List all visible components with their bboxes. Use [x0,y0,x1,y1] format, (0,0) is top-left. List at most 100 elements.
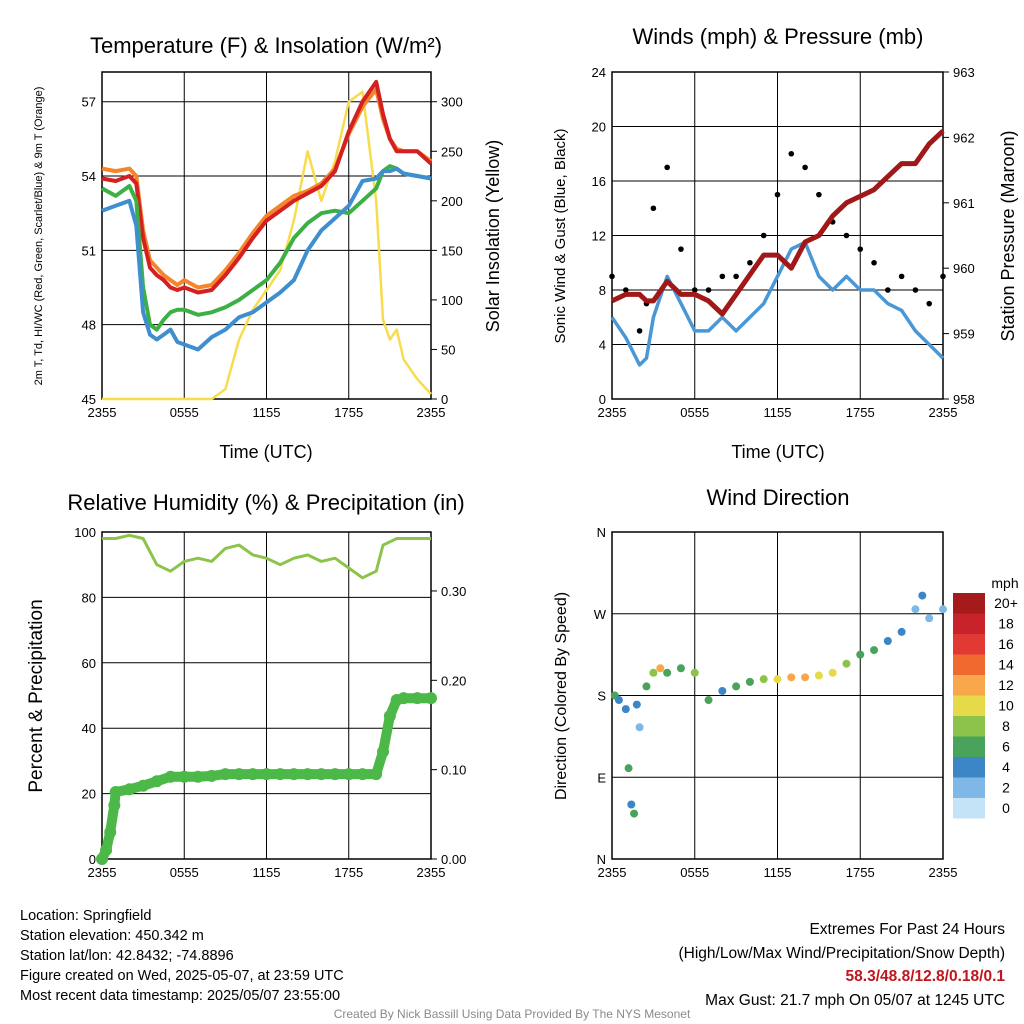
direction-point [624,764,633,773]
direction-point [635,723,644,732]
direction-point [870,646,879,655]
panel-2-y2-tick-label: 0.30 [441,584,466,599]
panel-1-y2-tick-label: 963 [953,65,975,80]
direction-point [632,700,641,709]
panel-3-y-tick-label: N [597,525,606,540]
precip-line [97,693,431,862]
legend-swatch [953,654,985,675]
panel-3-y-tick-label: N [597,852,606,867]
panel-3-y-tick-label: S [597,689,606,704]
panel-2-x-tick-label: 2355 [417,865,446,880]
humidity-line [102,533,431,580]
gust-point [898,273,905,280]
gust-point [622,287,629,293]
legend-swatch [953,675,985,696]
gust-point [885,287,891,293]
legend-swatch [953,798,985,819]
extremes-title: Extremes For Past 24 Hours [809,921,1005,938]
direction-point [732,682,741,691]
legend-label: 10 [998,698,1014,714]
panel-0-x-tick-label: 2355 [88,405,117,420]
panel-3-x-tick-label: 2355 [929,865,958,880]
direction-point [642,682,651,691]
panel-1-x-tick-label: 2355 [929,405,958,420]
temp-chart-title: Temperature (F) & Insolation (W/m²) [90,33,442,58]
panel-0-y-tick-label: 48 [82,318,96,333]
direction-point [897,627,906,636]
legend-label: 16 [998,636,1014,652]
panel-3-x-tick-label: 0555 [680,865,709,880]
direction-point [814,671,823,680]
panel-1-x-tick-label: 2355 [598,405,627,420]
panel-3-x-tick-label: 1155 [764,865,792,880]
panel-1-y-tick-label: 12 [592,229,606,244]
direction-point [690,668,699,677]
direction-point [627,800,636,809]
gust-point [802,164,808,171]
gust-point [788,150,795,157]
station-elevation: Station elevation: 450.342 m [20,928,204,944]
panel-0-y2-tick-label: 200 [441,194,463,209]
panel-2-y2-tick-label: 0.00 [441,852,466,867]
gust-point [705,287,712,293]
panel-0-frame [101,71,432,400]
panel-1-y2-tick-label: 958 [953,392,975,407]
panel-0-y2-tick-label: 150 [441,243,463,258]
direction-point [656,664,665,673]
gust-point [940,273,946,280]
direction-point [911,605,920,614]
panel-2-x-tick-label: 1755 [334,865,363,880]
legend-label: 6 [1002,739,1010,755]
panel-0-x-tick-label: 0555 [170,405,199,420]
station-location: Location: Springfield [20,908,152,924]
panel-2-y-tick-label: 20 [82,787,96,802]
panel-1-y2-tick-label: 962 [953,130,975,145]
direction-point [918,591,927,600]
direction-point [828,668,837,677]
legend-swatch [953,777,985,798]
panel-0-x-tick-label: 1155 [253,405,281,420]
gust-point [733,273,739,280]
direction-point [759,675,768,684]
panel-3-x-tick-label: 2355 [598,865,627,880]
panel-1-y-tick-label: 4 [599,338,606,353]
extremes-box: Extremes For Past 24 Hours (High/Low/Max… [679,918,1006,1012]
panel-0-y2-tick-label: 50 [441,342,455,357]
panel-0-y2-tick-label: 0 [441,392,448,407]
panel-3-y-tick-label: W [594,607,607,622]
direction-point [842,659,851,668]
temp-y2-axis-label: Solar Insolation (Yellow) [483,140,503,332]
legend-label: 8 [1002,718,1010,734]
panel-2-y-tick-label: 60 [82,656,96,671]
gust-point [719,273,726,280]
gust-point [912,287,919,293]
temp-x-axis-label: Time (UTC) [219,442,312,462]
gust-point [760,232,767,239]
panel-2-y2-tick-label: 0.10 [441,763,466,778]
gust-point [609,273,615,280]
panel-2-x-tick-label: 2355 [88,865,117,880]
direction-point [621,705,630,714]
panel-1-y2-tick-label: 959 [953,327,975,342]
temp-y-axis-label: 2m T, Td, HI/WC (Red, Green, Scarlet/Blu… [33,87,45,386]
station-latlon: Station lat/lon: 42.8432; -74.8896 [20,948,234,964]
panel-2-y2-tick-label: 0.20 [441,673,466,688]
legend-label: 4 [1002,759,1010,775]
legend-label: 18 [998,616,1014,632]
legend-swatch [953,613,985,634]
gust-point [664,164,670,171]
gust-point [650,205,657,212]
wind-y-axis-label: Sonic Wind & Gust (Blue, Black) [552,128,569,343]
direction-point [676,664,685,673]
direction-point [614,696,623,705]
station-pressure-line [610,129,945,317]
panel-1-y2-tick-label: 961 [953,196,975,211]
direction-point [649,668,658,677]
gust-point [871,259,877,266]
gust-point [843,232,850,239]
most-recent-data: Most recent data timestamp: 2025/05/07 2… [20,988,341,1004]
extremes-values: 58.3/48.8/12.8/0.18/0.1 [845,968,1005,985]
legend-swatch [953,695,985,716]
direction-point [745,677,754,686]
